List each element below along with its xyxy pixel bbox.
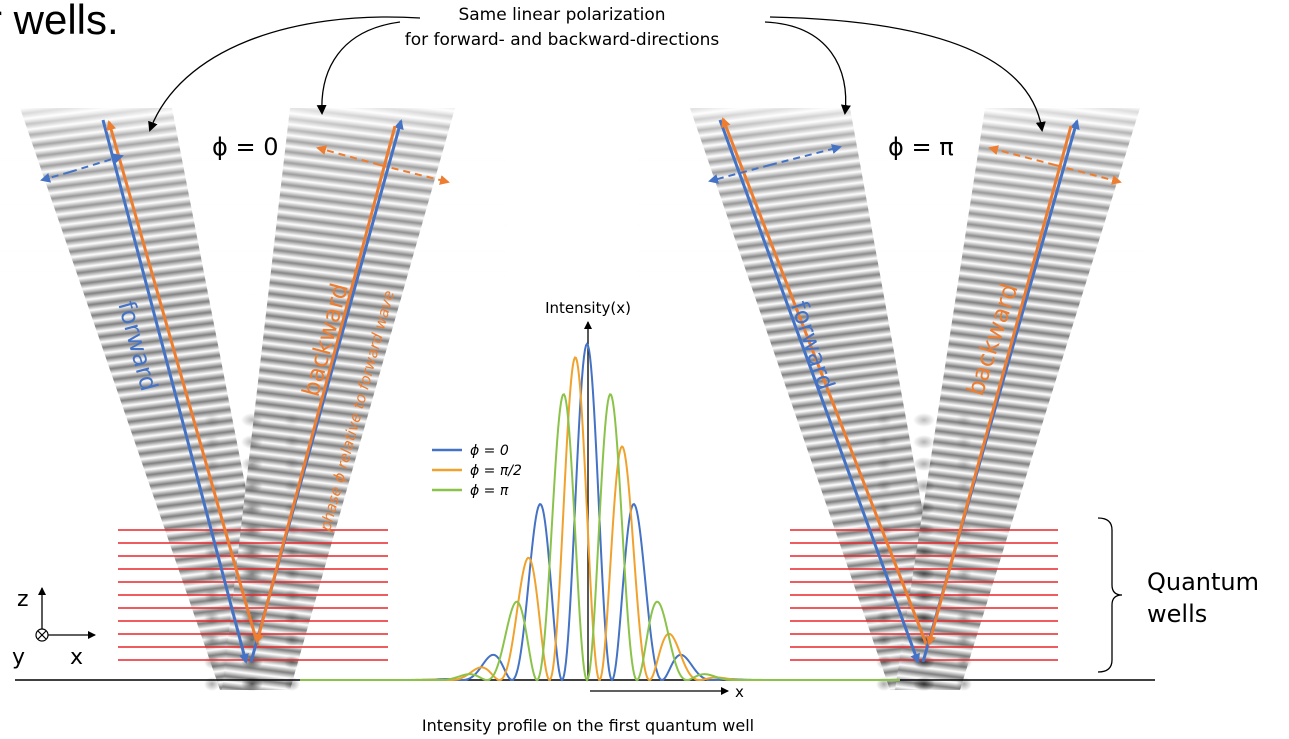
maximum xyxy=(876,413,892,427)
maximum xyxy=(241,589,263,603)
maximum xyxy=(241,677,263,691)
polarization-arrows xyxy=(40,144,1122,185)
legend-label: ϕ = 0 xyxy=(470,443,509,459)
maximum xyxy=(956,413,972,427)
fringe-patterns xyxy=(0,100,1289,690)
annotation-line: for forward- and backward-directions xyxy=(405,30,720,50)
maximum xyxy=(204,677,220,691)
coordinate-glyph: z y x xyxy=(12,587,96,670)
maximum xyxy=(876,655,892,669)
axis-y: y xyxy=(12,645,25,670)
maximum xyxy=(204,501,220,515)
maximum xyxy=(913,567,935,581)
quantum-wells xyxy=(118,529,1058,661)
maximum xyxy=(284,633,300,647)
maximum xyxy=(956,677,972,691)
intensity-curves xyxy=(300,342,900,682)
maximum xyxy=(956,589,972,603)
legend-label: ϕ = π/2 xyxy=(470,463,522,479)
maximum xyxy=(241,413,263,427)
maximum xyxy=(913,457,935,471)
maximum xyxy=(204,435,220,449)
maximum xyxy=(913,435,935,449)
maximum xyxy=(241,501,263,515)
maximum xyxy=(284,567,300,581)
maximum xyxy=(284,611,300,625)
maximum xyxy=(204,633,220,647)
maximum xyxy=(284,457,300,471)
maximum xyxy=(876,457,892,471)
maximum xyxy=(284,589,300,603)
wells-label: Quantum xyxy=(1147,568,1259,596)
maximum xyxy=(913,501,935,515)
maximum xyxy=(876,633,892,647)
legend-label: ϕ = π xyxy=(470,483,509,499)
maximum xyxy=(241,479,263,493)
x-axis-label: x xyxy=(735,683,744,701)
maximum xyxy=(241,567,263,581)
intensity-curve xyxy=(300,393,900,682)
maximum xyxy=(956,545,972,559)
maximum xyxy=(241,545,263,559)
maximum xyxy=(284,677,300,691)
y-axis-label: Intensity(x) xyxy=(545,299,631,317)
maximum xyxy=(204,589,220,603)
maximum xyxy=(956,457,972,471)
maximum xyxy=(913,545,935,559)
maximum xyxy=(241,457,263,471)
axis-z: z xyxy=(17,587,29,612)
maximum xyxy=(284,545,300,559)
maximum xyxy=(956,435,972,449)
brace xyxy=(1097,517,1123,673)
maximum xyxy=(876,479,892,493)
caption: Intensity profile on the first quantum w… xyxy=(422,716,754,735)
maximum xyxy=(284,655,300,669)
phase-label: ϕ = π xyxy=(888,133,954,161)
maximum xyxy=(204,567,220,581)
maximum xyxy=(913,589,935,603)
beam-arrows xyxy=(101,117,1080,664)
maximum xyxy=(956,611,972,625)
maximum xyxy=(956,655,972,669)
wells-label: wells xyxy=(1147,600,1207,628)
maximum xyxy=(241,435,263,449)
maximum xyxy=(876,501,892,515)
maximum xyxy=(204,655,220,669)
phase-label: ϕ = 0 xyxy=(212,133,278,161)
legend: ϕ = 0 ϕ = π/2 ϕ = π xyxy=(432,443,522,499)
maximum xyxy=(876,589,892,603)
maximum xyxy=(913,479,935,493)
maximum xyxy=(284,479,300,493)
header-fragment: r wells. xyxy=(0,0,119,43)
maximum xyxy=(913,413,935,427)
annotation-line: Same linear polarization xyxy=(458,5,665,25)
maximum xyxy=(284,413,300,427)
maximum xyxy=(876,611,892,625)
axis-x: x xyxy=(70,645,83,670)
callout-arrows xyxy=(148,16,1046,132)
maximum xyxy=(204,413,220,427)
maximum xyxy=(204,611,220,625)
maximum xyxy=(956,633,972,647)
maximum xyxy=(913,677,935,691)
maximum xyxy=(956,567,972,581)
maximum xyxy=(876,435,892,449)
maximum xyxy=(956,479,972,493)
maximum xyxy=(284,435,300,449)
